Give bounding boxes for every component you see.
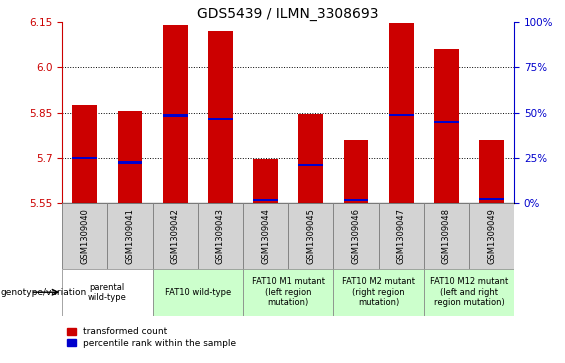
Text: FAT10 M2 mutant
(right region
mutation): FAT10 M2 mutant (right region mutation): [342, 277, 415, 307]
Bar: [298, 114, 323, 203]
Bar: [389, 114, 414, 116]
Bar: [479, 198, 504, 200]
Bar: [389, 23, 414, 203]
Text: GSM1309049: GSM1309049: [487, 208, 496, 264]
Bar: [288, 203, 333, 269]
Bar: [62, 203, 107, 269]
Bar: [344, 140, 368, 203]
Text: GSM1309046: GSM1309046: [351, 208, 360, 264]
Bar: [72, 157, 97, 159]
Bar: [333, 269, 424, 316]
Text: GSM1309040: GSM1309040: [80, 208, 89, 264]
Bar: [479, 140, 504, 203]
Bar: [243, 203, 288, 269]
Bar: [153, 203, 198, 269]
Text: GSM1309047: GSM1309047: [397, 208, 406, 264]
Bar: [469, 203, 514, 269]
Bar: [424, 269, 514, 316]
Text: GSM1309043: GSM1309043: [216, 208, 225, 264]
Bar: [333, 203, 379, 269]
Legend: transformed count, percentile rank within the sample: transformed count, percentile rank withi…: [67, 327, 236, 348]
Bar: [243, 269, 333, 316]
Bar: [153, 269, 243, 316]
Bar: [434, 121, 459, 123]
Text: GSM1309044: GSM1309044: [261, 208, 270, 264]
Bar: [424, 203, 469, 269]
Bar: [198, 203, 243, 269]
Text: FAT10 wild-type: FAT10 wild-type: [164, 288, 231, 297]
Bar: [118, 111, 142, 203]
Text: GSM1309048: GSM1309048: [442, 208, 451, 264]
Bar: [62, 269, 153, 316]
Text: FAT10 M12 mutant
(left and right
region mutation): FAT10 M12 mutant (left and right region …: [430, 277, 508, 307]
Text: GSM1309045: GSM1309045: [306, 208, 315, 264]
Text: FAT10 M1 mutant
(left region
mutation): FAT10 M1 mutant (left region mutation): [251, 277, 325, 307]
Bar: [208, 31, 233, 203]
Bar: [344, 199, 368, 201]
Bar: [298, 163, 323, 166]
Bar: [118, 162, 142, 163]
Bar: [379, 203, 424, 269]
Text: GSM1309041: GSM1309041: [125, 208, 134, 264]
Title: GDS5439 / ILMN_3308693: GDS5439 / ILMN_3308693: [197, 7, 379, 21]
Bar: [253, 199, 278, 201]
Bar: [434, 49, 459, 203]
Text: GSM1309042: GSM1309042: [171, 208, 180, 264]
Bar: [163, 25, 188, 203]
Text: parental
wild-type: parental wild-type: [88, 282, 127, 302]
Bar: [72, 105, 97, 203]
Text: genotype/variation: genotype/variation: [1, 288, 87, 297]
Bar: [107, 203, 153, 269]
Bar: [208, 118, 233, 120]
Bar: [253, 159, 278, 203]
Bar: [163, 114, 188, 117]
